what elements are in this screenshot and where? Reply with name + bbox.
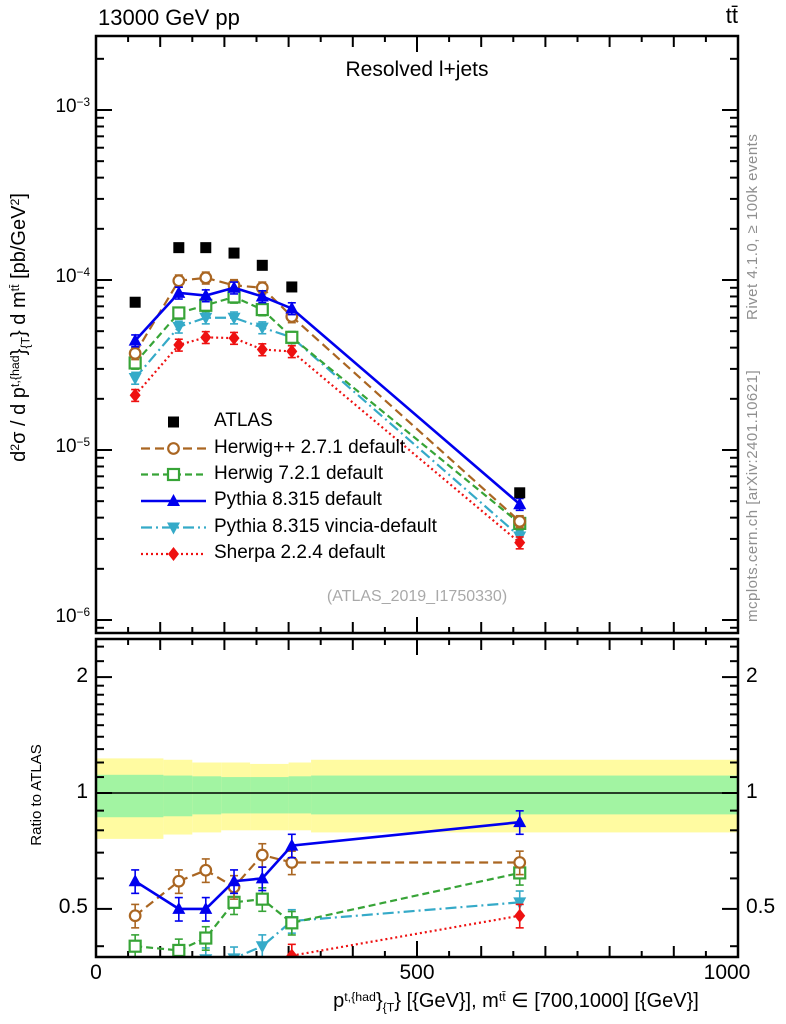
- legend-label-herwig7: Herwig 7.2.1 default: [214, 463, 383, 484]
- ratio-tick-right-1: 1: [746, 780, 758, 803]
- x-tick-0: 0: [90, 961, 102, 984]
- ratio-series-pythia-8-315-vincia-default: [199, 890, 527, 956]
- ratio-tick-right-0p5: 0.5: [746, 895, 776, 918]
- legend-markers: [141, 416, 206, 561]
- beam-energy-label: 13000 GeV pp: [98, 5, 240, 30]
- legend-label-sherpa: Sherpa 2.2.4 default: [214, 542, 386, 563]
- ratio-panel-frame: [94, 637, 740, 959]
- ratio-tick-left-2: 2: [76, 664, 88, 687]
- main-panel-frame: [94, 34, 740, 635]
- plot-title: Resolved l+jets: [345, 58, 489, 81]
- y-tick-1e-3: 10−3: [55, 96, 90, 117]
- legend-label-pythia: Pythia 8.315 default: [214, 489, 382, 510]
- ratio-uncertainty-bands: [97, 758, 737, 839]
- legend-marker-1: [141, 442, 206, 455]
- ratio-tick-right-2: 2: [746, 664, 758, 687]
- main-series-atlas: [129, 242, 526, 499]
- rivet-version-note: Rivet 4.1.0, ≥ 100k events: [744, 133, 761, 320]
- main-series-pythia-8-315-default: [128, 280, 527, 512]
- x-axis-title: pt,{had}{T} [{GeV}], mtt̄ ∈ [700,1000] […: [333, 989, 699, 1015]
- analysis-watermark: (ATLAS_2019_I1750330): [326, 588, 508, 605]
- legend-marker-2: [141, 467, 206, 482]
- ratio-series-herwig-7-2-1-default: [128, 860, 527, 956]
- legend-label-herwigpp: Herwig++ 2.7.1 default: [214, 437, 406, 458]
- process-label: tt̄: [725, 3, 738, 28]
- legend-marker-5: [141, 547, 206, 561]
- ratio-series-pythia-8-315-default: [128, 810, 527, 922]
- y-tick-1e-6: 10−6: [55, 606, 90, 627]
- y-tick-1e-4: 10−4: [55, 266, 90, 287]
- legend-label-vincia: Pythia 8.315 vincia-default: [214, 516, 437, 537]
- legend-label-atlas: ATLAS: [214, 410, 273, 431]
- y-tick-1e-5: 10−5: [55, 436, 90, 457]
- main-series-sherpa-2-2-4-default: [129, 330, 526, 550]
- ratio-series-sherpa-2-2-4-default: [286, 903, 526, 956]
- legend-marker-0: [168, 416, 179, 428]
- legend-marker-4: [141, 522, 206, 535]
- mcplots-credit-note: mcplots.cern.ch [arXiv:2401.10621]: [744, 369, 761, 622]
- x-tick-1000: 1000: [703, 961, 751, 984]
- y-axis-title: d2σ / d pt,{had}{T} d mtt̄ [pb/GeV2]: [7, 193, 33, 462]
- legend-marker-3: [141, 494, 206, 506]
- ratio-tick-left-0p5: 0.5: [58, 895, 88, 918]
- x-tick-500: 500: [399, 961, 435, 984]
- ratio-tick-left-1: 1: [76, 780, 88, 803]
